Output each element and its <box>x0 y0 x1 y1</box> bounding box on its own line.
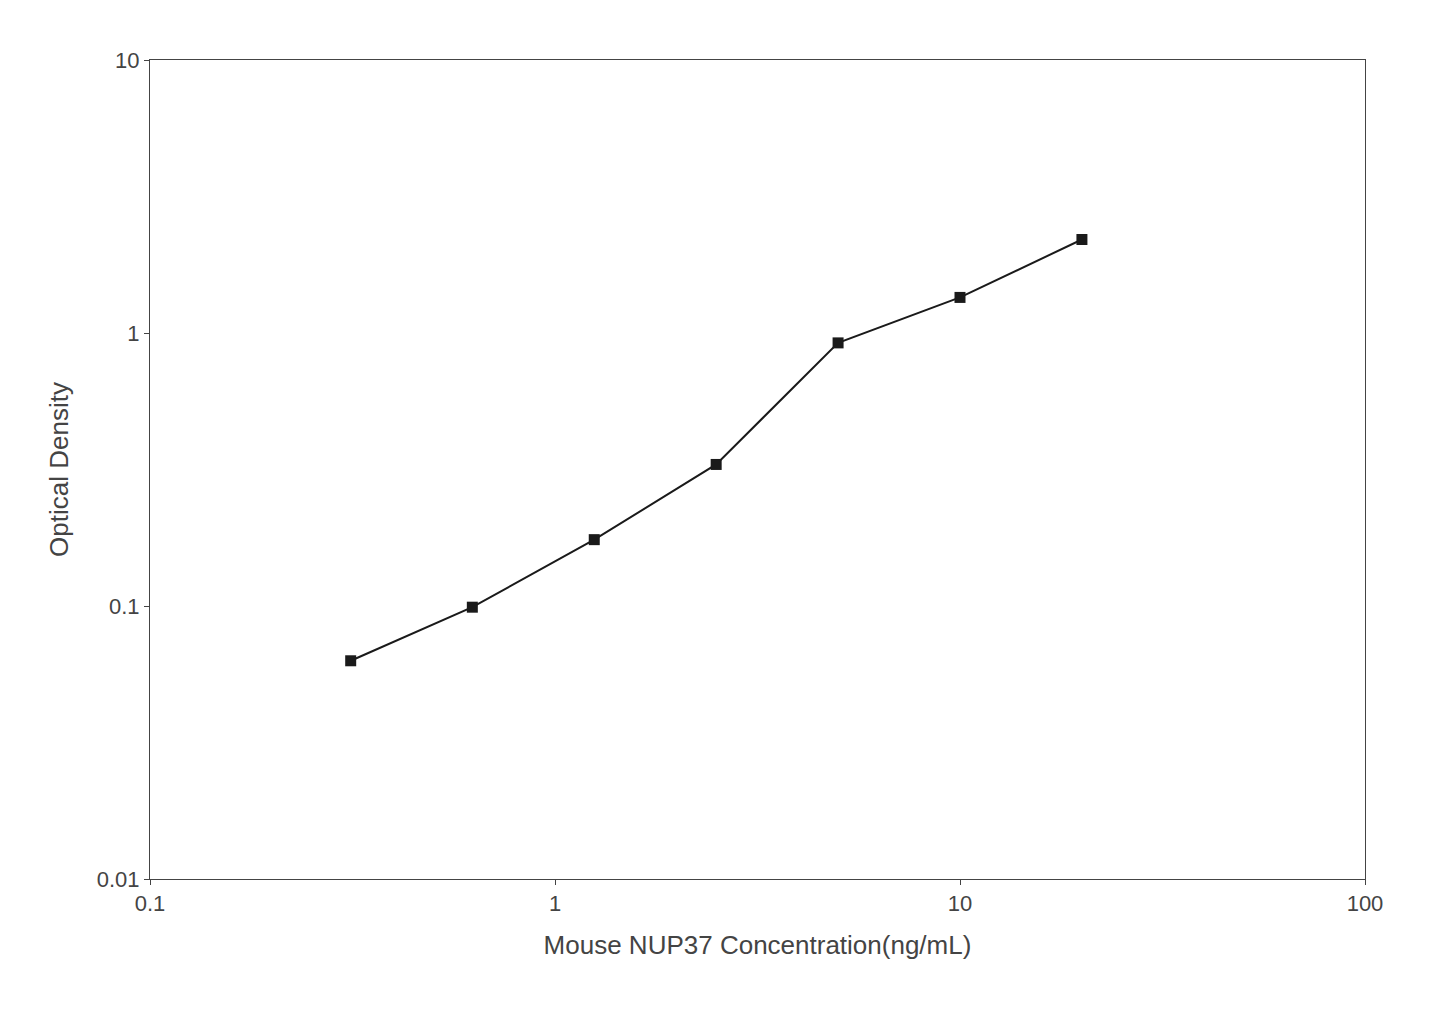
svg-text:Optical Density: Optical Density <box>44 382 74 557</box>
svg-text:Mouse NUP37 Concentration(ng/m: Mouse NUP37 Concentration(ng/mL) <box>544 930 972 960</box>
svg-text:10: 10 <box>948 891 972 916</box>
svg-text:1: 1 <box>549 891 561 916</box>
svg-text:0.1: 0.1 <box>135 891 166 916</box>
svg-text:10: 10 <box>115 48 139 73</box>
svg-text:100: 100 <box>1347 891 1384 916</box>
svg-text:0.01: 0.01 <box>97 867 140 892</box>
svg-text:1: 1 <box>127 321 139 346</box>
svg-text:0.1: 0.1 <box>109 594 140 619</box>
